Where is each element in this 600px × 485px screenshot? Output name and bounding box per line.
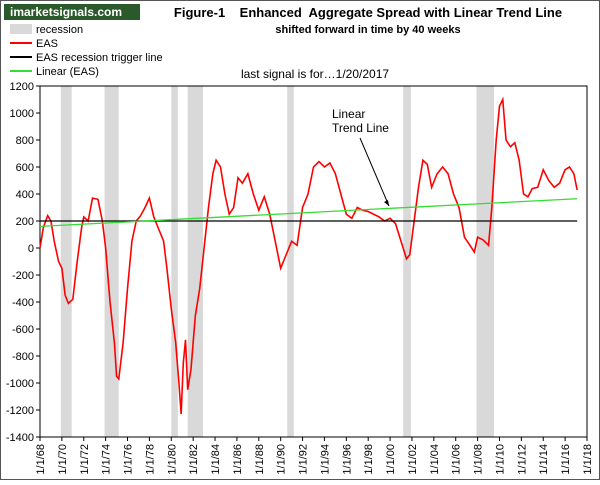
x-tick-label: 1/1/08	[473, 444, 485, 475]
legend-label: Linear (EAS)	[36, 66, 99, 78]
x-tick-label: 1/1/00	[385, 444, 397, 475]
y-tick-label: -1400	[6, 432, 34, 444]
chart-title: Figure-1 Enhanced Aggregate Spread with …	[174, 5, 562, 20]
y-tick-label: 400	[16, 189, 34, 201]
x-tick-label: 1/1/82	[188, 444, 200, 475]
y-tick-label: 0	[28, 243, 34, 255]
y-tick-label: 600	[16, 162, 34, 174]
y-tick-label: 800	[16, 135, 34, 147]
legend-label: recession	[36, 24, 83, 36]
y-tick-label: -1200	[6, 405, 34, 417]
logo: imarketsignals.com	[10, 5, 122, 19]
x-tick-label: 1/1/78	[144, 444, 156, 475]
chart-subtitle: shifted forward in time by 40 weeks	[275, 24, 460, 36]
x-tick-label: 1/1/02	[407, 444, 419, 475]
y-tick-label: -600	[12, 324, 34, 336]
legend-label: EAS	[36, 38, 58, 50]
plot-frame	[39, 85, 588, 438]
x-tick-label: 1/1/70	[57, 444, 69, 475]
x-tick-label: 1/1/96	[341, 444, 353, 475]
series-line	[39, 96, 578, 415]
series-line	[39, 198, 578, 228]
x-tick-label: 1/1/86	[232, 444, 244, 475]
x-tick-label: 1/1/06	[451, 444, 463, 475]
x-tick-label: 1/1/68	[35, 444, 47, 475]
annotation-arrow	[359, 137, 390, 207]
y-tick-label: 1200	[10, 81, 34, 93]
legend-swatch	[10, 24, 32, 34]
annotation: Linear	[332, 107, 365, 121]
x-tick-label: 1/1/90	[276, 444, 288, 475]
annotation: Trend Line	[332, 121, 389, 135]
x-tick-label: 1/1/94	[319, 444, 331, 475]
y-tick-label: -400	[12, 297, 34, 309]
logo-box	[4, 4, 140, 20]
recession-band	[187, 86, 204, 437]
recession-band	[403, 86, 411, 437]
recession-band	[287, 86, 294, 437]
recession-band	[476, 86, 495, 437]
x-tick-label: 1/1/80	[166, 444, 178, 475]
y-tick-label: -200	[12, 270, 34, 282]
x-tick-label: 1/1/74	[101, 444, 113, 475]
y-tick-label: -800	[12, 351, 34, 363]
x-tick-label: 1/1/18	[582, 444, 594, 475]
x-tick-label: 1/1/04	[429, 444, 441, 475]
annotation: last signal is for…1/20/2017	[241, 67, 389, 81]
x-tick-label: 1/1/88	[254, 444, 266, 475]
x-tick-label: 1/1/12	[516, 444, 528, 475]
annotation-arrowhead	[384, 200, 389, 206]
x-tick-label: 1/1/16	[560, 444, 572, 475]
x-tick-label: 1/1/84	[210, 444, 222, 475]
y-tick-label: -1000	[6, 378, 34, 390]
recession-band	[60, 86, 72, 437]
y-tick-label: 200	[16, 216, 34, 228]
legend-label: EAS recession trigger line	[36, 52, 163, 64]
lines	[39, 96, 578, 415]
axes: 1200 1000 800 600 400 200 0 -200 -400 -600 -800 -10…	[6, 81, 594, 475]
x-tick-label: 1/1/92	[298, 444, 310, 475]
x-tick-label: 1/1/10	[494, 444, 506, 475]
x-tick-label: 1/1/14	[538, 444, 550, 475]
x-tick-label: 1/1/76	[123, 444, 135, 475]
x-tick-label: 1/1/98	[363, 444, 375, 475]
recession-band	[171, 86, 178, 437]
y-tick-label: 1000	[10, 108, 34, 120]
x-tick-label: 1/1/72	[79, 444, 91, 475]
